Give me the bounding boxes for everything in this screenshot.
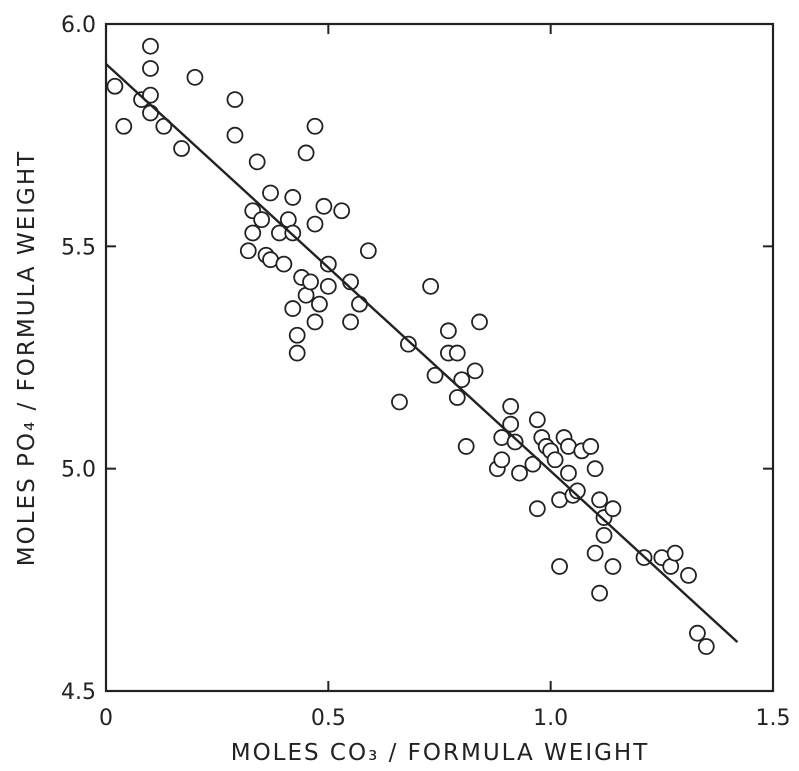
data-point — [306, 215, 324, 233]
data-point — [439, 322, 457, 340]
data-point — [506, 433, 524, 451]
data-point — [591, 584, 608, 602]
data-point — [253, 211, 271, 229]
data-point — [586, 460, 604, 478]
data-point — [666, 544, 684, 562]
data-point — [342, 313, 359, 331]
data-point — [604, 500, 622, 518]
data-point — [680, 566, 697, 584]
regression-line — [105, 63, 739, 643]
y-tick-label: 6.0 — [61, 13, 96, 38]
data-point — [422, 277, 440, 295]
data-point — [524, 455, 542, 473]
data-point — [315, 197, 333, 215]
data-point — [275, 255, 293, 273]
regression-line-group — [105, 63, 739, 643]
data-point — [106, 77, 124, 95]
data-point — [528, 500, 546, 518]
data-point — [319, 277, 337, 295]
data-point — [239, 242, 257, 260]
data-point — [448, 389, 466, 406]
data-point — [426, 366, 444, 384]
x-tick-label: 1.0 — [533, 706, 568, 731]
data-point — [457, 438, 475, 455]
data-point — [528, 411, 546, 429]
data-point — [399, 335, 417, 353]
data-point — [142, 37, 159, 55]
data-point — [288, 344, 306, 362]
data-point — [604, 558, 622, 575]
data-point — [284, 224, 302, 242]
data-point — [568, 482, 586, 500]
data-point — [306, 117, 324, 135]
data-point — [560, 464, 577, 482]
data-point — [284, 189, 302, 206]
data-point — [448, 344, 466, 362]
data-point — [284, 300, 302, 317]
y-tick-label: 4.5 — [61, 680, 96, 705]
data-point — [155, 117, 173, 135]
data-point — [333, 202, 351, 220]
data-point — [311, 295, 328, 313]
data-point — [697, 638, 715, 655]
data-point — [502, 398, 520, 415]
data-point — [502, 415, 520, 433]
y-tick-label: 5.5 — [61, 235, 96, 260]
y-axis-title: MOLES PO₄ / FORMULA WEIGHT — [14, 150, 40, 566]
y-tick-label: 5.0 — [61, 458, 96, 483]
data-point — [595, 526, 613, 544]
data-point — [173, 140, 190, 157]
plot-frame — [104, 22, 775, 693]
data-point — [351, 295, 368, 313]
data-point — [391, 393, 408, 411]
x-tick-label: 1.5 — [756, 706, 791, 731]
axis-ticks — [105, 23, 774, 692]
data-point — [546, 451, 564, 469]
data-point — [142, 104, 159, 122]
data-point — [115, 117, 133, 135]
data-point — [244, 224, 262, 242]
data-point — [591, 491, 608, 509]
x-tick-label: 0.5 — [311, 706, 346, 731]
data-point — [586, 544, 604, 562]
data-point — [466, 362, 484, 380]
data-point — [582, 438, 600, 455]
data-point — [186, 68, 204, 86]
data-point — [302, 273, 319, 291]
data-point — [288, 326, 306, 344]
x-tick-label: 0 — [99, 706, 113, 731]
data-point — [142, 60, 159, 77]
data-points — [106, 37, 715, 655]
data-point — [226, 126, 244, 144]
data-point — [689, 624, 706, 642]
data-point — [142, 86, 159, 104]
x-axis-title: MOLES CO₃ / FORMULA WEIGHT — [231, 740, 650, 766]
data-point — [359, 242, 377, 260]
tick-labels: 0 0.5 1.0 1.5 4.5 5.0 5.5 6.0 — [61, 13, 791, 731]
data-point — [551, 558, 568, 575]
data-point — [262, 184, 279, 202]
data-point — [226, 91, 244, 108]
data-point — [511, 464, 528, 482]
data-point — [248, 153, 266, 171]
data-point — [306, 313, 324, 331]
data-point — [453, 371, 471, 389]
data-point — [493, 451, 511, 469]
data-point — [471, 313, 488, 331]
data-point — [319, 255, 337, 273]
data-point — [297, 144, 315, 162]
